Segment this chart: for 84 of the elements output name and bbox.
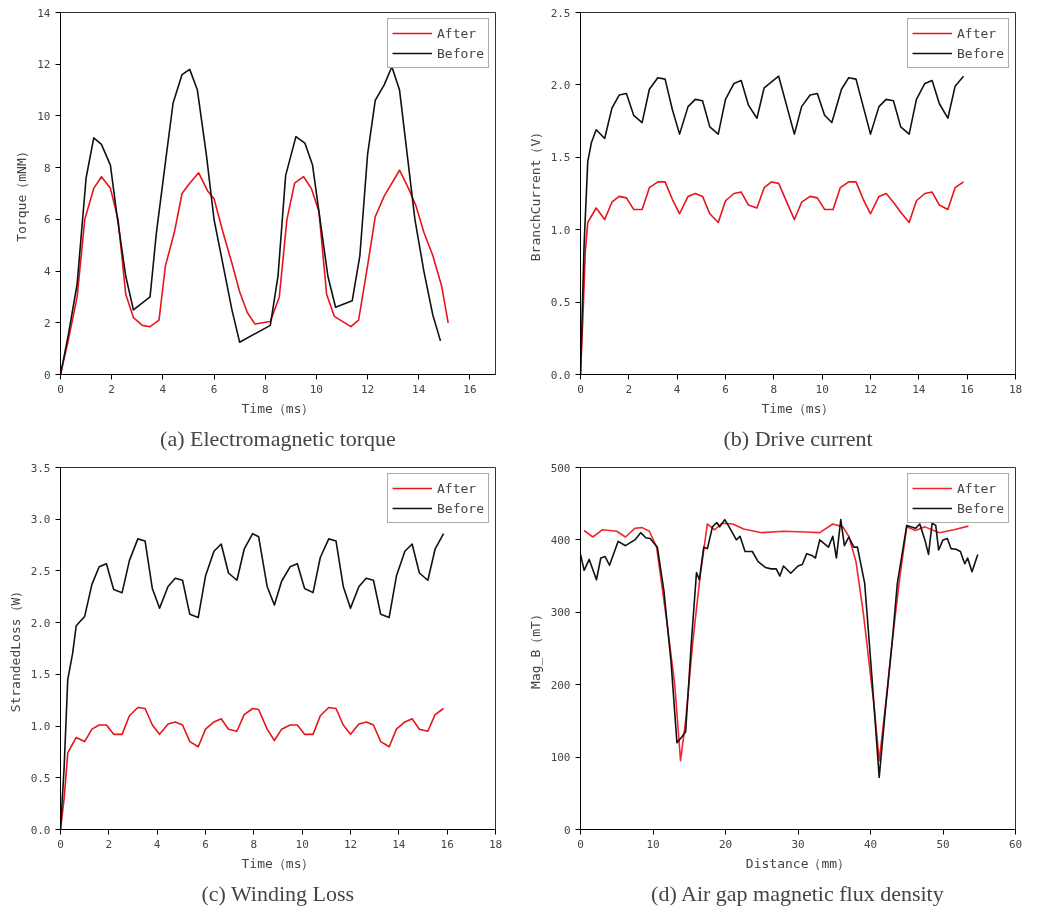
x-tick-label: 12: [863, 382, 878, 396]
y-tick-label: 2: [43, 316, 51, 330]
y-tick-label: 400: [550, 533, 571, 547]
y-axis-title: Torque（mNM）: [14, 145, 30, 242]
y-tick-label: 1.0: [550, 223, 571, 237]
x-tick-label: 2: [625, 382, 633, 396]
y-tick-label: 8: [43, 161, 51, 175]
x-tick-label: 6: [210, 382, 218, 396]
x-tick-label: 4: [159, 382, 167, 396]
y-tick-label: 0.0: [30, 823, 51, 837]
x-tick-label: 14: [412, 382, 426, 396]
y-tick-label: 0.5: [30, 771, 51, 785]
y-axis-title: BranchCurrent（V）: [527, 125, 543, 262]
x-tick-label: 18: [488, 837, 503, 851]
legend-label: After: [957, 25, 997, 41]
x-tick-label: 40: [863, 837, 878, 851]
x-tick-label: 30: [791, 837, 805, 851]
x-axis-title: Time（ms）: [761, 400, 835, 416]
x-tick-label: 10: [309, 382, 324, 396]
x-tick-label: 18: [1008, 382, 1023, 396]
x-tick-label: 12: [360, 382, 375, 396]
y-tick-label: 4: [43, 265, 51, 279]
legend-label: Before: [437, 500, 484, 516]
x-tick-label: 0: [57, 382, 64, 396]
y-tick-label: 12: [37, 58, 51, 72]
x-tick-label: 14: [392, 837, 406, 851]
x-tick-label: 14: [912, 382, 926, 396]
x-tick-label: 16: [960, 382, 974, 396]
x-tick-label: 60: [1008, 837, 1023, 851]
legend-label: After: [437, 480, 477, 496]
y-tick-label: 0.0: [550, 368, 571, 382]
x-tick-label: 2: [108, 382, 115, 396]
y-tick-label: 2.5: [30, 564, 51, 578]
x-tick-label: 8: [261, 382, 269, 396]
text: (a) Electromagnetic torque: [160, 425, 396, 451]
x-axis-title: Distance（mm）: [745, 855, 851, 871]
text: (d) Air gap magnetic flux density: [651, 880, 944, 906]
x-tick-label: 4: [673, 382, 681, 396]
legend-label: After: [957, 480, 997, 496]
x-axis-title: Time（ms）: [241, 855, 315, 871]
legend-label: Before: [957, 45, 1004, 61]
x-tick-label: 8: [770, 382, 778, 396]
x-tick-label: 0: [577, 382, 584, 396]
x-tick-label: 12: [343, 837, 358, 851]
y-tick-label: 3.0: [30, 513, 51, 527]
y-tick-label: 2.5: [550, 6, 571, 20]
y-tick-label: 2.0: [550, 78, 571, 92]
x-tick-label: 16: [440, 837, 454, 851]
y-tick-label: 1.5: [550, 151, 571, 165]
y-tick-label: 300: [550, 606, 571, 620]
y-tick-label: 10: [37, 109, 51, 123]
text: (b) Drive current: [723, 425, 873, 451]
y-tick-label: 0: [43, 368, 51, 382]
x-tick-label: 8: [250, 837, 258, 851]
x-tick-label: 20: [718, 837, 733, 851]
x-tick-label: 0: [57, 837, 64, 851]
x-tick-label: 16: [463, 382, 477, 396]
legend-label: Before: [957, 500, 1004, 516]
y-tick-label: 0: [563, 823, 571, 837]
y-tick-label: 0.5: [550, 296, 571, 310]
x-tick-label: 10: [646, 837, 660, 851]
y-axis-title: Mag_B（mT）: [527, 608, 543, 689]
y-tick-label: 1.5: [30, 668, 51, 682]
y-tick-label: 14: [37, 6, 51, 20]
text: (c) Winding Loss: [201, 880, 355, 906]
x-tick-label: 0: [577, 837, 584, 851]
x-tick-label: 10: [815, 382, 829, 396]
x-tick-label: 2: [105, 837, 113, 851]
x-tick-label: 10: [295, 837, 309, 851]
x-tick-label: 4: [153, 837, 161, 851]
legend-label: Before: [437, 45, 484, 61]
x-axis-title: Time（ms）: [241, 400, 315, 416]
x-tick-label: 6: [202, 837, 209, 851]
y-tick-label: 3.5: [30, 461, 51, 475]
y-tick-label: 1.0: [30, 720, 51, 734]
y-axis-title: StrandedLoss（W）: [7, 584, 23, 713]
y-tick-label: 100: [550, 751, 571, 765]
y-tick-label: 200: [550, 678, 571, 692]
x-tick-label: 6: [722, 382, 729, 396]
legend-label: After: [437, 25, 477, 41]
y-tick-label: 2.0: [30, 616, 51, 630]
y-tick-label: 6: [43, 213, 51, 227]
x-tick-label: 50: [936, 837, 950, 851]
y-tick-label: 500: [550, 461, 571, 475]
